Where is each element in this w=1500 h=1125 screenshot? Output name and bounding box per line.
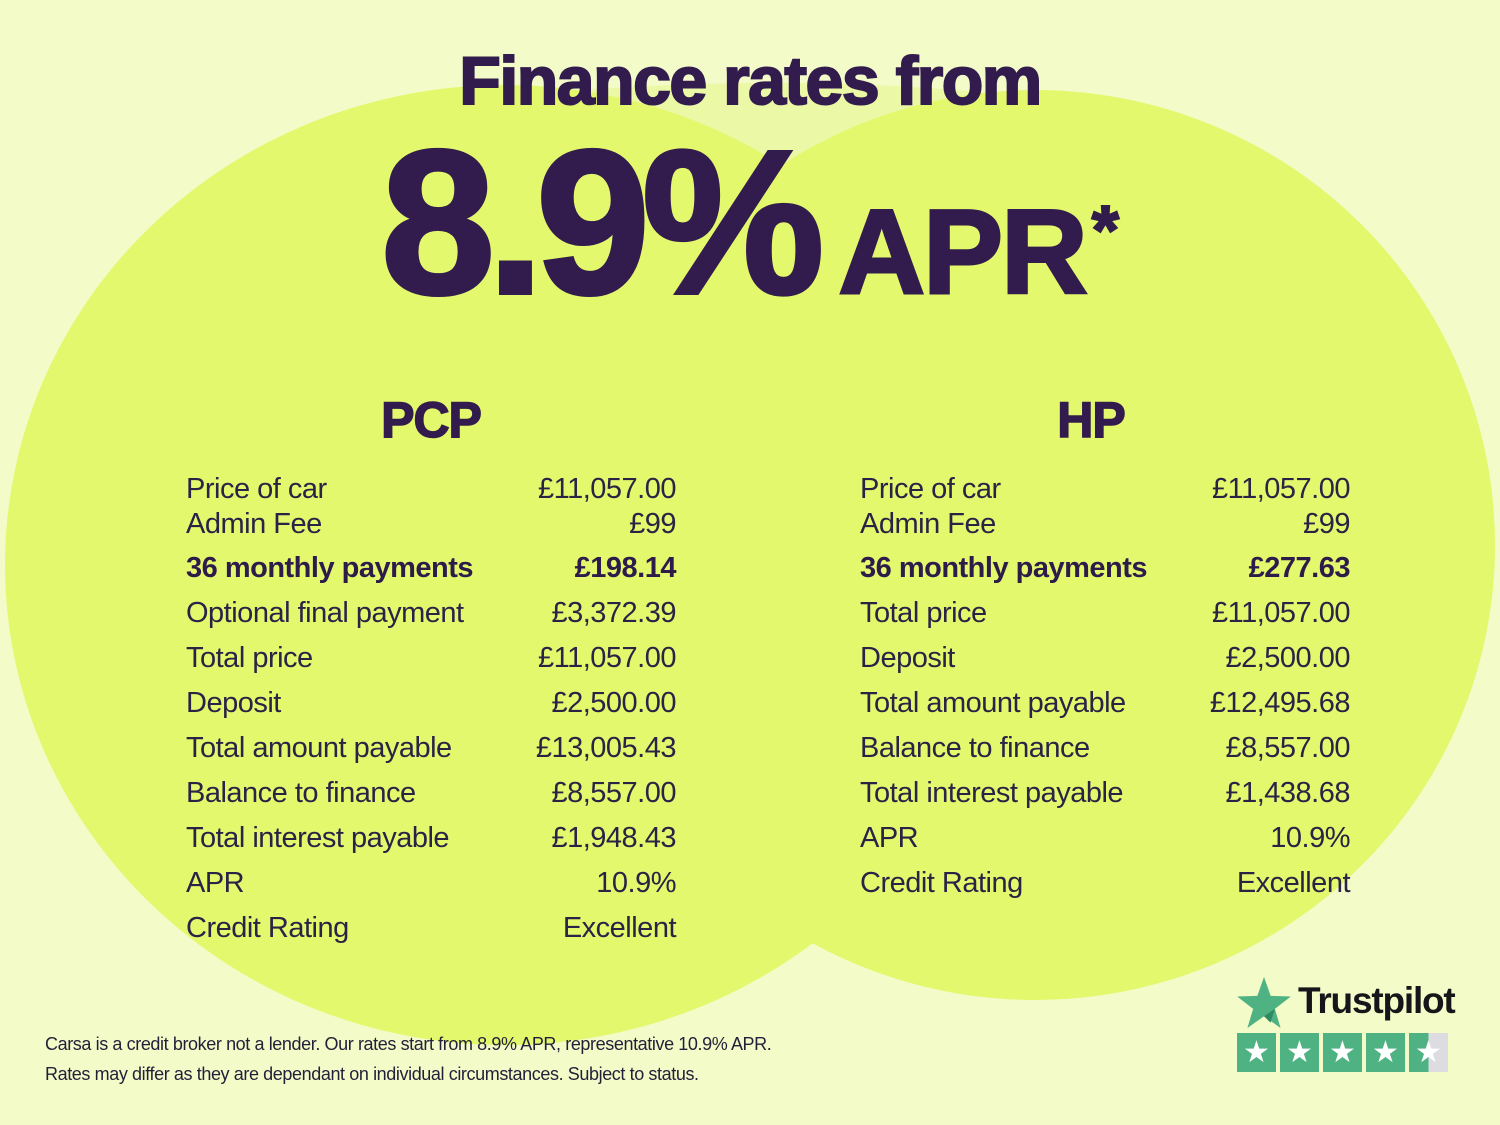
row-label: Total interest payable xyxy=(860,777,1124,809)
row-label: Total interest payable xyxy=(186,822,450,854)
table-row: Balance to finance £8,557.00 xyxy=(860,726,1350,771)
star-icon: ★ xyxy=(1372,1035,1399,1070)
row-value: £3,372.39 xyxy=(551,597,676,629)
row-value: £11,057.00 xyxy=(538,473,677,505)
table-row: Price of car £11,057.00 xyxy=(186,472,677,507)
row-value: £2,500.00 xyxy=(551,687,676,719)
pcp-table: Price of car £11,057.00 Admin Fee £99 36 mon… xyxy=(186,472,677,951)
row-label: APR xyxy=(186,867,245,899)
apr-label: APR xyxy=(837,185,1089,319)
headline-rate: 8.9% APR * xyxy=(0,108,1500,337)
star-icon: ★ xyxy=(1415,1035,1442,1070)
row-value: 10.9% xyxy=(596,867,676,899)
table-row: 36 monthly payments £277.63 xyxy=(860,546,1351,591)
table-row: Total interest payable £1,438.68 xyxy=(860,771,1350,816)
row-label: Total amount payable xyxy=(860,687,1126,719)
table-row: Total interest payable £1,948.43 xyxy=(186,816,676,861)
table-row: Total amount payable £13,005.43 xyxy=(186,726,677,771)
row-label: Balance to finance xyxy=(186,777,416,809)
table-row: Balance to finance £8,557.00 xyxy=(186,771,676,816)
star-icon: ★ xyxy=(1286,1035,1313,1070)
table-row: Credit Rating Excellent xyxy=(860,861,1351,906)
row-value: Excellent xyxy=(1236,867,1351,899)
row-label: Price of car xyxy=(186,473,327,505)
row-label: Credit Rating xyxy=(186,912,349,944)
table-row: Total amount payable £12,495.68 xyxy=(860,681,1351,726)
rate-value: 8.9% xyxy=(379,108,826,337)
row-value: £13,005.43 xyxy=(535,732,677,764)
table-row: Admin Fee £99 xyxy=(860,507,1350,542)
row-value: £99 xyxy=(1303,508,1350,540)
row-label: Admin Fee xyxy=(860,508,996,540)
pcp-column-title: PCP xyxy=(380,391,482,449)
trustpilot-rating-stars: ★ ★ ★ ★ ★ xyxy=(1237,1033,1448,1072)
row-value: £1,948.43 xyxy=(551,822,676,854)
asterisk-footnote-mark: * xyxy=(1091,191,1120,269)
trustpilot-star-box: ★ xyxy=(1323,1033,1362,1072)
row-value: £11,057.00 xyxy=(538,642,677,674)
trustpilot-star-box: ★ xyxy=(1280,1033,1319,1072)
row-label: 36 monthly payments xyxy=(186,552,474,584)
table-row: APR 10.9% xyxy=(860,816,1350,861)
row-label: APR xyxy=(860,822,919,854)
row-value: £277.63 xyxy=(1248,552,1351,584)
disclaimer-line-1: Carsa is a credit broker not a lender. O… xyxy=(45,1034,772,1054)
disclaimer-text: Carsa is a credit broker not a lender. O… xyxy=(45,1029,772,1089)
table-row: Optional final payment £3,372.39 xyxy=(186,591,676,636)
page-title: Finance rates from xyxy=(458,42,1043,120)
row-value: £11,057.00 xyxy=(1212,597,1351,629)
row-value: £198.14 xyxy=(574,552,677,584)
table-row: Deposit £2,500.00 xyxy=(186,681,676,726)
table-row: Admin Fee £99 xyxy=(186,507,676,542)
trustpilot-star-box: ★ xyxy=(1237,1033,1276,1072)
table-row: 36 monthly payments £198.14 xyxy=(186,546,677,591)
row-label: Total price xyxy=(186,642,313,674)
row-label: Credit Rating xyxy=(860,867,1023,899)
row-value: £8,557.00 xyxy=(1225,732,1350,764)
table-row: Total price £11,057.00 xyxy=(186,636,677,681)
hp-column-title: HP xyxy=(1057,391,1127,449)
row-value: £12,495.68 xyxy=(1209,687,1351,719)
row-label: Deposit xyxy=(186,687,281,719)
row-label: Price of car xyxy=(860,473,1001,505)
row-label: Balance to finance xyxy=(860,732,1090,764)
trustpilot-star-box: ★ xyxy=(1366,1033,1405,1072)
table-row: Total price £11,057.00 xyxy=(860,591,1351,636)
row-label: Admin Fee xyxy=(186,508,322,540)
trustpilot-star-box: ★ xyxy=(1409,1033,1448,1072)
row-label: Total price xyxy=(860,597,987,629)
table-row: Deposit £2,500.00 xyxy=(860,636,1350,681)
row-label: 36 monthly payments xyxy=(860,552,1148,584)
row-value: 10.9% xyxy=(1270,822,1350,854)
row-value: £8,557.00 xyxy=(551,777,676,809)
row-value: £1,438.68 xyxy=(1225,777,1350,809)
table-row: Price of car £11,057.00 xyxy=(860,472,1351,507)
disclaimer-line-2: Rates may differ as they are dependant o… xyxy=(45,1064,699,1084)
row-value: £99 xyxy=(629,508,676,540)
hp-table: Price of car £11,057.00 Admin Fee £99 36 mon… xyxy=(860,472,1351,906)
row-value: Excellent xyxy=(562,912,677,944)
right-circle-background xyxy=(575,90,1495,1000)
row-label: Deposit xyxy=(860,642,955,674)
row-value: £2,500.00 xyxy=(1225,642,1350,674)
trustpilot-wordmark: Trustpilot xyxy=(1298,979,1456,1021)
trustpilot-logo: Trustpilot xyxy=(1237,977,1456,1028)
trustpilot-star-icon xyxy=(1237,977,1291,1028)
row-value: £11,057.00 xyxy=(1212,473,1351,505)
table-row: Credit Rating Excellent xyxy=(186,906,677,951)
star-icon: ★ xyxy=(1329,1035,1356,1070)
star-icon: ★ xyxy=(1243,1035,1270,1070)
row-label: Total amount payable xyxy=(186,732,452,764)
row-label: Optional final payment xyxy=(186,597,464,629)
table-row: APR 10.9% xyxy=(186,861,676,906)
